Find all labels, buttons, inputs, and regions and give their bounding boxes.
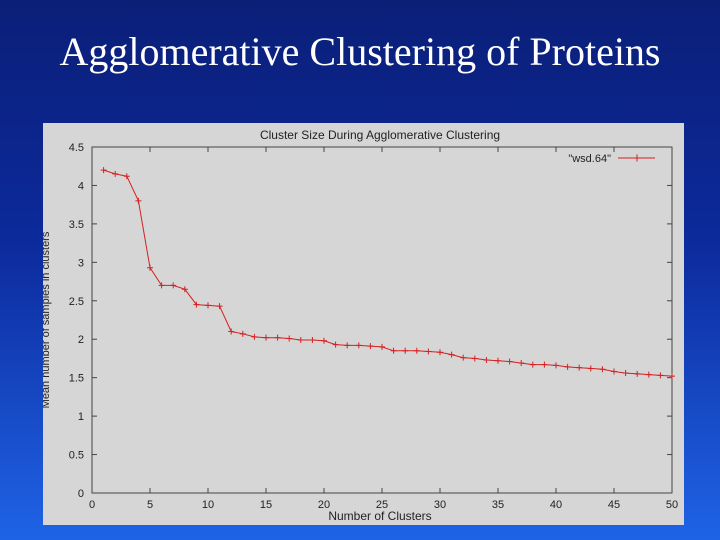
data-point [216,303,223,310]
x-tick-label: 40 [550,499,562,511]
data-point [321,337,327,344]
y-tick-label: 4 [78,180,84,192]
chart-title: Cluster Size During Agglomerative Cluste… [260,128,500,142]
x-tick-label: 45 [608,499,620,511]
data-point [228,328,235,335]
x-tick-label: 15 [260,499,272,511]
data-point [193,301,200,308]
y-tick-label: 2.5 [69,296,84,308]
data-point [599,366,606,373]
data-point [181,286,188,293]
data-point [645,371,652,378]
data-point [239,330,246,337]
data-point [634,370,641,377]
data-point [506,358,513,365]
y-tick-label: 2 [78,334,84,346]
data-point [123,173,130,180]
x-tick-label: 35 [492,499,504,511]
y-tick-label: 0 [78,488,84,500]
legend-label: "wsd.64" [568,153,611,165]
plot-frame [91,146,673,494]
line-chart: Cluster Size During Agglomerative Cluste… [43,128,678,523]
data-point [390,347,397,354]
data-point [355,342,362,349]
data-point [460,354,467,361]
x-tick-label: 25 [376,499,388,511]
data-point [158,282,165,289]
y-tick-label: 0.5 [69,450,84,462]
data-point [529,361,536,368]
data-point [263,334,269,341]
data-point [553,362,559,369]
data-point [286,335,293,342]
y-tick-label: 1.5 [69,373,84,385]
data-point [611,368,617,375]
y-tick-label: 3.5 [69,219,84,231]
data-point [332,341,339,348]
x-tick-label: 20 [318,499,330,511]
slide-title: Agglomerative Clustering of Proteins [59,29,661,74]
data-point [309,336,316,343]
data-point [495,357,501,364]
data-point [100,167,107,174]
data-point [379,343,385,350]
data-point [483,356,490,363]
data-point [135,197,142,204]
data-point [541,361,548,368]
x-tick-label: 5 [147,499,153,511]
y-tick-label: 3 [78,257,84,269]
data-point [425,348,432,355]
y-axis-label: Mean number of samples in clusters [43,231,52,408]
data-point [170,282,177,289]
data-point [471,355,478,362]
data-point [297,336,304,343]
series-layer [100,167,675,380]
data-point [274,334,281,341]
series-line [103,169,673,377]
data-point [413,347,420,354]
legend: "wsd.64" [568,153,655,165]
data-point [344,342,351,349]
x-tick-label: 50 [666,499,678,511]
x-axis-label: Number of Clusters [328,509,431,523]
y-axis: 0 0.5 1 1.5 2 2.5 3 3.5 4 4.5 [69,142,672,500]
x-tick-label: 10 [202,499,214,511]
data-point [402,347,409,354]
data-point [147,264,153,271]
y-tick-label: 4.5 [69,142,84,154]
y-tick-label: 1 [78,411,84,423]
legend-marker [633,154,641,162]
data-point [587,365,594,372]
data-point [437,349,443,356]
x-tick-label: 30 [434,499,446,511]
x-tick-label: 0 [89,499,95,511]
data-point [669,373,675,380]
data-point [205,302,211,309]
data-point [518,360,525,367]
data-point [657,372,664,379]
data-point [251,333,258,340]
data-point [367,343,374,350]
data-point [576,364,583,371]
x-axis: 0 5 10 15 20 25 30 35 40 45 50 [89,147,678,511]
data-point [448,351,455,358]
data-point [564,363,571,370]
data-point [112,170,119,177]
chart-panel: Cluster Size During Agglomerative Cluste… [43,123,684,525]
data-point [622,370,629,377]
